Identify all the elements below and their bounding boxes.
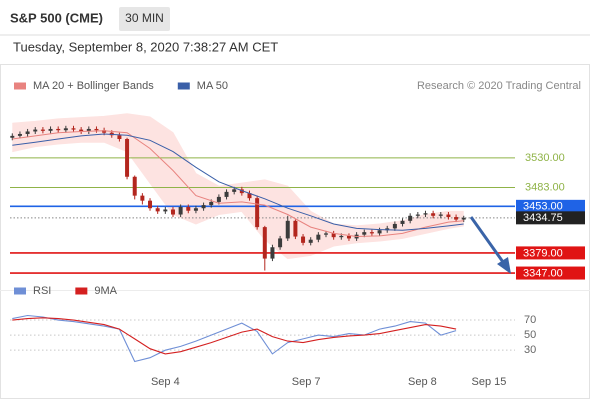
candle-body <box>201 205 206 209</box>
candle-body <box>278 238 283 248</box>
x-tick-label: Sep 4 <box>151 376 180 388</box>
candle-body <box>48 128 53 131</box>
level-box <box>516 199 585 213</box>
candle-body <box>232 189 237 192</box>
level-label: 3379.00 <box>523 247 563 259</box>
candle-body <box>255 198 260 228</box>
candle-body <box>285 220 290 239</box>
legend-label: 9MA <box>94 285 117 297</box>
legend-label: MA 20 + Bollinger Bands <box>33 80 154 92</box>
candle-body <box>362 232 367 235</box>
interval-badge[interactable] <box>119 7 170 31</box>
level-box <box>516 246 585 260</box>
candle-body <box>270 247 275 259</box>
candle-body <box>369 232 374 234</box>
candle-body <box>324 233 329 235</box>
indicator-line <box>12 130 464 238</box>
candle-body <box>339 235 344 238</box>
candle-body <box>17 133 22 136</box>
level-label: 3347.00 <box>523 267 563 279</box>
legend-label: MA 50 <box>197 80 228 92</box>
candle-body <box>461 217 466 220</box>
legend-swatch <box>177 82 190 90</box>
candle-body <box>308 239 313 243</box>
candle-body <box>438 214 443 216</box>
candle-body <box>454 217 459 220</box>
candle-body <box>346 235 351 239</box>
candle-body <box>170 209 175 215</box>
legend-swatch <box>75 287 88 295</box>
x-tick-label: Sep 8 <box>408 376 437 388</box>
y-tick-label: 50 <box>524 329 536 341</box>
forecast-arrow <box>469 216 511 274</box>
candle-body <box>102 130 107 133</box>
candle-body <box>415 214 420 216</box>
candle-body <box>79 129 84 132</box>
candle-body <box>400 220 405 224</box>
legend-swatch <box>14 287 26 295</box>
candle-body <box>224 191 229 197</box>
level-box <box>516 266 585 280</box>
candle-body <box>209 201 214 206</box>
candle-body <box>178 206 183 215</box>
legend-label: RSI <box>33 285 51 297</box>
legend-swatch <box>14 82 26 90</box>
candle-body <box>247 193 252 199</box>
candle-body <box>431 213 436 216</box>
level-label: 3453.00 <box>523 201 563 213</box>
candle-body <box>385 228 390 231</box>
level-label: 3530.00 <box>525 152 565 164</box>
candle-body <box>125 139 130 177</box>
candle-body <box>63 128 68 131</box>
x-tick-label: Sep 15 <box>472 376 507 388</box>
candle-body <box>132 176 137 196</box>
candle-body <box>163 209 168 212</box>
arrow-head <box>497 257 511 274</box>
candle-body <box>140 195 145 201</box>
y-tick-label: 30 <box>524 344 536 356</box>
level-label: 3434.75 <box>523 212 563 224</box>
interval[interactable]: 30 MIN <box>125 11 164 25</box>
candle-body <box>262 227 267 259</box>
candle-body <box>408 215 413 221</box>
candle-body <box>239 189 244 194</box>
candle-body <box>10 135 15 138</box>
candle-body <box>56 128 61 131</box>
indicator-line <box>12 133 464 231</box>
symbol: S&P 500 (CME) <box>10 10 103 25</box>
candle-body <box>392 223 397 229</box>
candle-body <box>117 135 122 140</box>
candle-body <box>148 200 153 209</box>
candle-body <box>40 129 45 131</box>
candle-body <box>301 236 306 243</box>
candle-body <box>155 208 160 212</box>
candle-body <box>186 206 191 211</box>
candle-body <box>293 220 298 237</box>
line-series <box>12 314 457 363</box>
x-tick-label: Sep 7 <box>292 376 321 388</box>
level-label: 3483.00 <box>525 181 565 193</box>
candle-body <box>33 129 38 132</box>
credit: Research © 2020 Trading Central <box>417 80 581 92</box>
candle-body <box>423 213 428 215</box>
timestamp: Tuesday, September 8, 2020 7:38:27 AM CE… <box>13 39 278 54</box>
candle-body <box>71 128 76 130</box>
candle-body <box>25 131 30 134</box>
candle-body <box>377 230 382 234</box>
candle-body <box>316 234 321 240</box>
arrow-shaft <box>469 216 505 263</box>
candle-body <box>193 208 198 211</box>
level-box <box>516 211 585 225</box>
candle-body <box>446 214 451 218</box>
candle-body <box>216 196 221 202</box>
line-series <box>12 317 457 355</box>
candle-body <box>331 233 336 238</box>
candle-body <box>86 128 91 132</box>
bollinger-lower <box>12 141 464 260</box>
candle-body <box>94 128 99 131</box>
y-tick-label: 70 <box>524 314 536 326</box>
